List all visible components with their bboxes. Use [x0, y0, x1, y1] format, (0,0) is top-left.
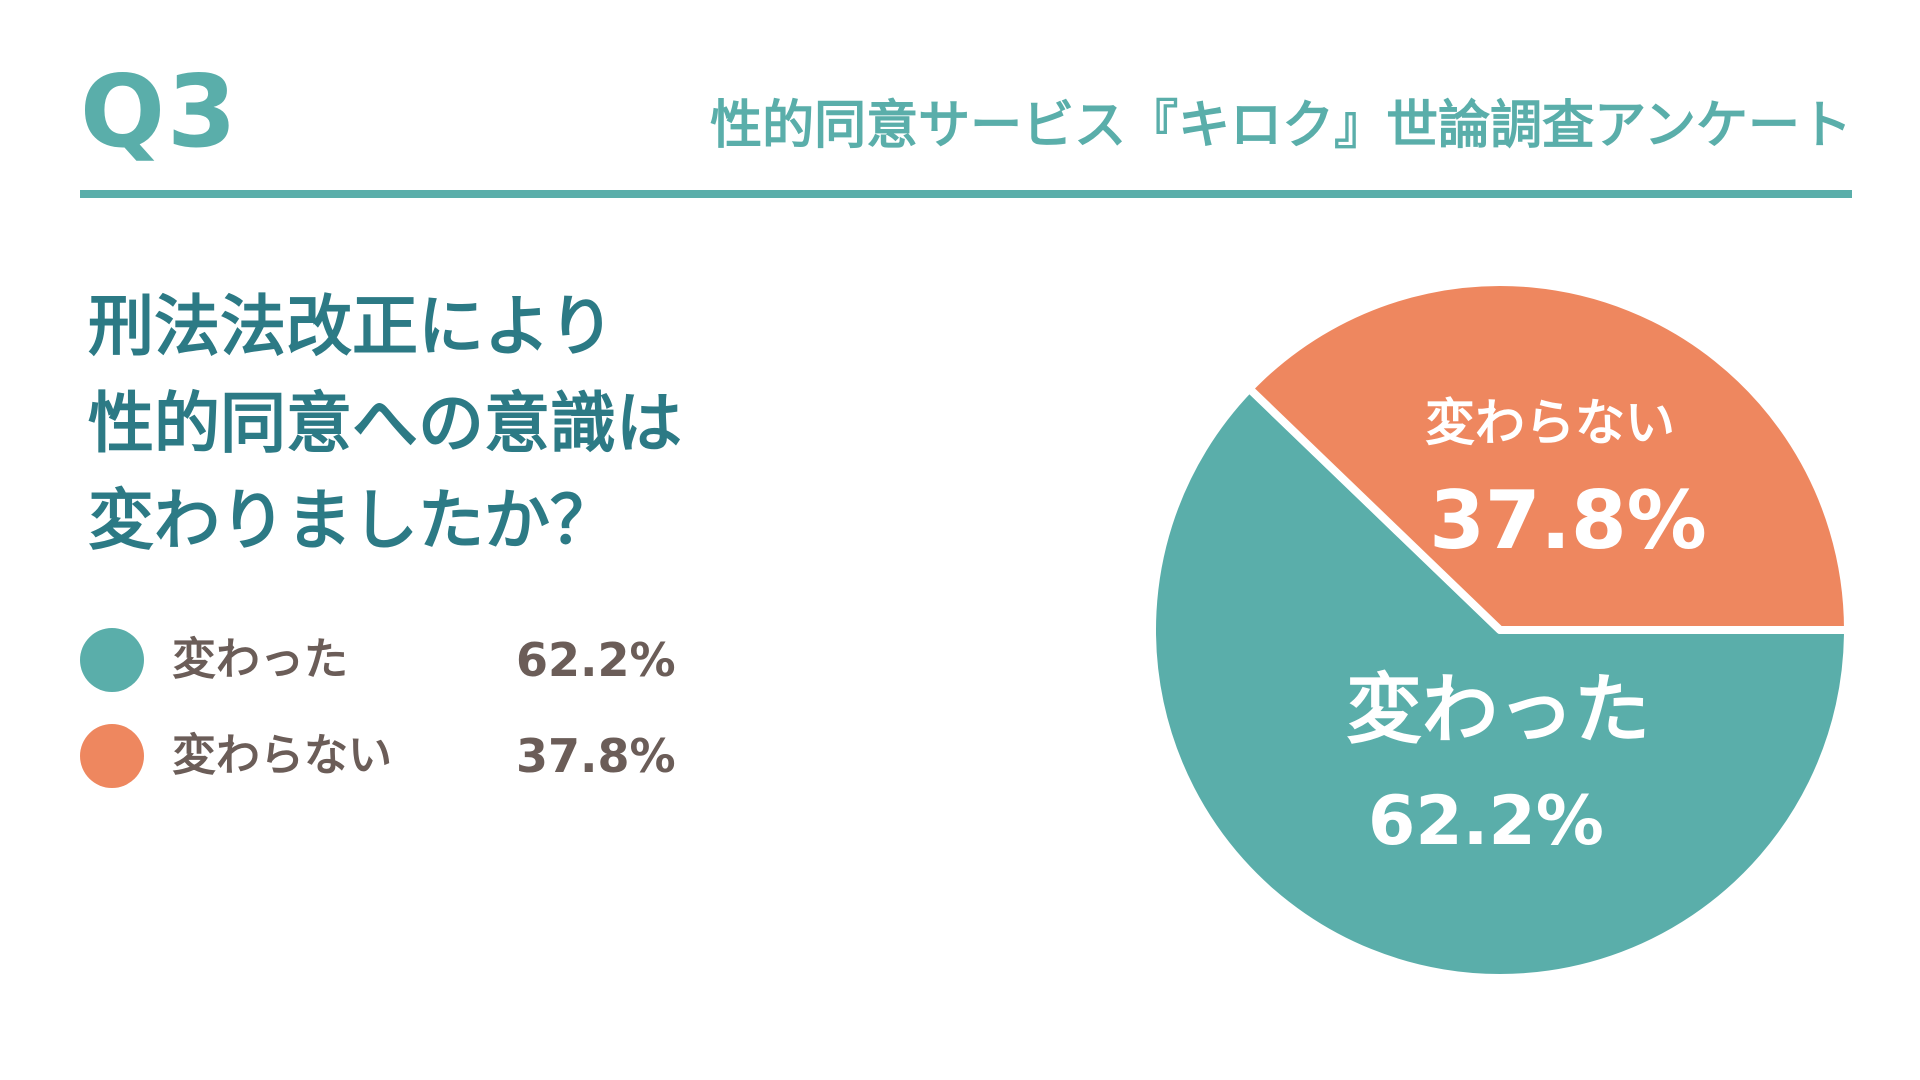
legend-swatch-changed [80, 628, 144, 692]
pie-chart: 変わらない 37.8% 変わった 62.2% [1148, 278, 1852, 982]
question-line-3: 変わりましたか？ [88, 482, 616, 559]
slice-value-changed: 62.2% [1368, 782, 1604, 861]
legend-value-changed: 62.2% [516, 633, 676, 687]
question-text: 刑法法改正により 性的同意への意識は 変わりましたか？ [88, 278, 682, 569]
question-number: Q3 [80, 53, 239, 170]
chart-legend: 変わった 62.2% 変わらない 37.8% [80, 628, 700, 820]
question-line-2: 性的同意への意識は [88, 385, 682, 462]
pie-slice-unchanged [1245, 278, 1852, 634]
pie-slice-changed [1148, 384, 1852, 982]
legend-value-unchanged: 37.8% [516, 729, 676, 783]
question-line-1: 刑法法改正により [88, 288, 615, 365]
legend-item-changed: 変わった 62.2% [80, 628, 700, 724]
slice-label-changed: 変わった [1346, 665, 1650, 754]
legend-label-changed: 変わった [172, 634, 348, 685]
slice-value-unchanged: 37.8% [1429, 474, 1707, 567]
slice-label-unchanged: 変わらない [1425, 394, 1675, 452]
legend-swatch-unchanged [80, 724, 144, 788]
legend-item-unchanged: 変わらない 37.8% [80, 724, 700, 820]
survey-title: 性的同意サービス『キロク』世論調査アンケート [710, 96, 1852, 156]
pie-chart-svg: 変わらない 37.8% 変わった 62.2% [1148, 278, 1852, 982]
legend-label-unchanged: 変わらない [172, 730, 392, 781]
header-divider [80, 190, 1852, 198]
